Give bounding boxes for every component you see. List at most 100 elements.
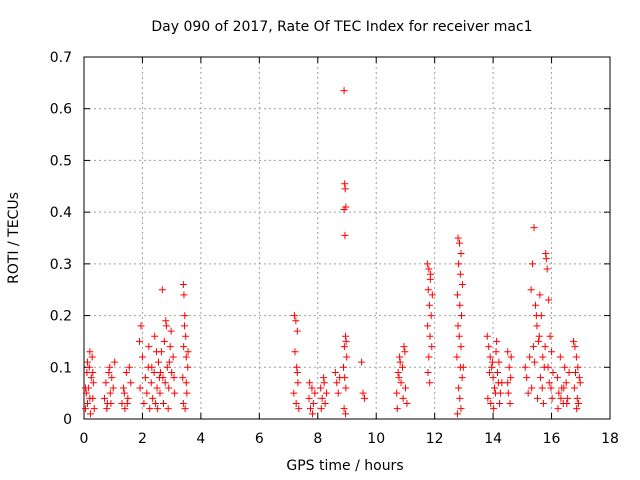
data-point bbox=[320, 374, 328, 382]
data-point bbox=[361, 394, 369, 402]
data-point bbox=[291, 348, 299, 356]
data-point bbox=[539, 399, 547, 407]
data-point bbox=[136, 337, 144, 345]
data-point bbox=[458, 281, 466, 289]
data-point bbox=[342, 410, 350, 418]
data-point bbox=[547, 384, 555, 392]
data-point bbox=[454, 322, 462, 330]
data-point bbox=[341, 374, 349, 382]
data-point bbox=[523, 374, 531, 382]
data-point bbox=[171, 389, 179, 397]
data-points bbox=[81, 87, 584, 418]
data-point bbox=[536, 374, 544, 382]
data-point bbox=[323, 389, 331, 397]
data-point bbox=[155, 358, 163, 366]
data-point bbox=[140, 399, 148, 407]
data-point bbox=[170, 374, 178, 382]
data-point bbox=[152, 399, 160, 407]
data-point bbox=[531, 301, 539, 309]
data-point bbox=[493, 337, 501, 345]
data-point bbox=[295, 405, 303, 413]
y-tick-label: 0.7 bbox=[50, 50, 72, 66]
data-point bbox=[153, 384, 161, 392]
data-point bbox=[507, 374, 515, 382]
data-point bbox=[424, 322, 432, 330]
data-point bbox=[162, 322, 170, 330]
data-point bbox=[123, 399, 131, 407]
data-point bbox=[290, 389, 298, 397]
data-point bbox=[137, 322, 145, 330]
data-point bbox=[536, 291, 544, 299]
data-point bbox=[342, 337, 350, 345]
data-point bbox=[553, 374, 561, 382]
data-point bbox=[565, 368, 573, 376]
data-point bbox=[573, 405, 581, 413]
data-point bbox=[483, 332, 491, 340]
data-point bbox=[318, 394, 326, 402]
x-tick-label: 16 bbox=[543, 431, 561, 447]
x-tick-label: 12 bbox=[426, 431, 444, 447]
x-tick-label: 6 bbox=[255, 431, 264, 447]
data-point bbox=[572, 353, 580, 361]
data-point bbox=[334, 389, 342, 397]
data-point bbox=[564, 394, 572, 402]
data-point bbox=[339, 363, 347, 371]
data-point bbox=[527, 286, 535, 294]
data-point bbox=[184, 363, 192, 371]
data-point bbox=[179, 281, 187, 289]
data-point bbox=[453, 353, 461, 361]
data-point bbox=[530, 224, 538, 232]
data-point bbox=[82, 389, 90, 397]
data-point bbox=[426, 332, 434, 340]
data-point bbox=[544, 363, 552, 371]
data-point bbox=[308, 384, 316, 392]
data-point bbox=[491, 389, 499, 397]
data-point bbox=[141, 374, 149, 382]
data-point bbox=[561, 363, 569, 371]
y-tick-label: 0.2 bbox=[50, 309, 72, 325]
data-point bbox=[179, 399, 187, 407]
data-point bbox=[456, 394, 464, 402]
data-point bbox=[164, 405, 172, 413]
data-point bbox=[456, 239, 464, 247]
data-point bbox=[148, 363, 156, 371]
data-point bbox=[399, 363, 407, 371]
data-point bbox=[487, 399, 495, 407]
data-point bbox=[85, 363, 93, 371]
data-point bbox=[401, 384, 409, 392]
data-point bbox=[549, 368, 557, 376]
data-point bbox=[124, 394, 132, 402]
data-point bbox=[485, 343, 493, 351]
data-point bbox=[425, 265, 433, 273]
data-point bbox=[539, 353, 547, 361]
x-axis-label: GPS time / hours bbox=[286, 458, 403, 474]
data-point bbox=[306, 379, 314, 387]
data-point bbox=[521, 363, 529, 371]
data-point bbox=[574, 363, 582, 371]
data-point bbox=[341, 180, 349, 188]
data-point bbox=[317, 384, 325, 392]
data-point bbox=[119, 384, 127, 392]
data-point bbox=[542, 250, 550, 258]
data-point bbox=[484, 394, 492, 402]
data-point bbox=[306, 405, 314, 413]
data-point bbox=[560, 384, 568, 392]
data-point bbox=[555, 389, 563, 397]
data-point bbox=[531, 358, 539, 366]
data-point bbox=[106, 389, 114, 397]
data-point bbox=[562, 379, 570, 387]
data-point bbox=[427, 312, 435, 320]
data-point bbox=[504, 389, 512, 397]
y-tick-label: 0.6 bbox=[50, 102, 72, 118]
data-point bbox=[428, 291, 436, 299]
data-point bbox=[401, 348, 409, 356]
data-point bbox=[321, 399, 329, 407]
data-point bbox=[86, 410, 94, 418]
data-point bbox=[120, 389, 128, 397]
data-point bbox=[293, 363, 301, 371]
data-point bbox=[403, 399, 411, 407]
data-point bbox=[90, 405, 98, 413]
data-point bbox=[341, 231, 349, 239]
data-point bbox=[455, 332, 463, 340]
data-point bbox=[486, 353, 494, 361]
